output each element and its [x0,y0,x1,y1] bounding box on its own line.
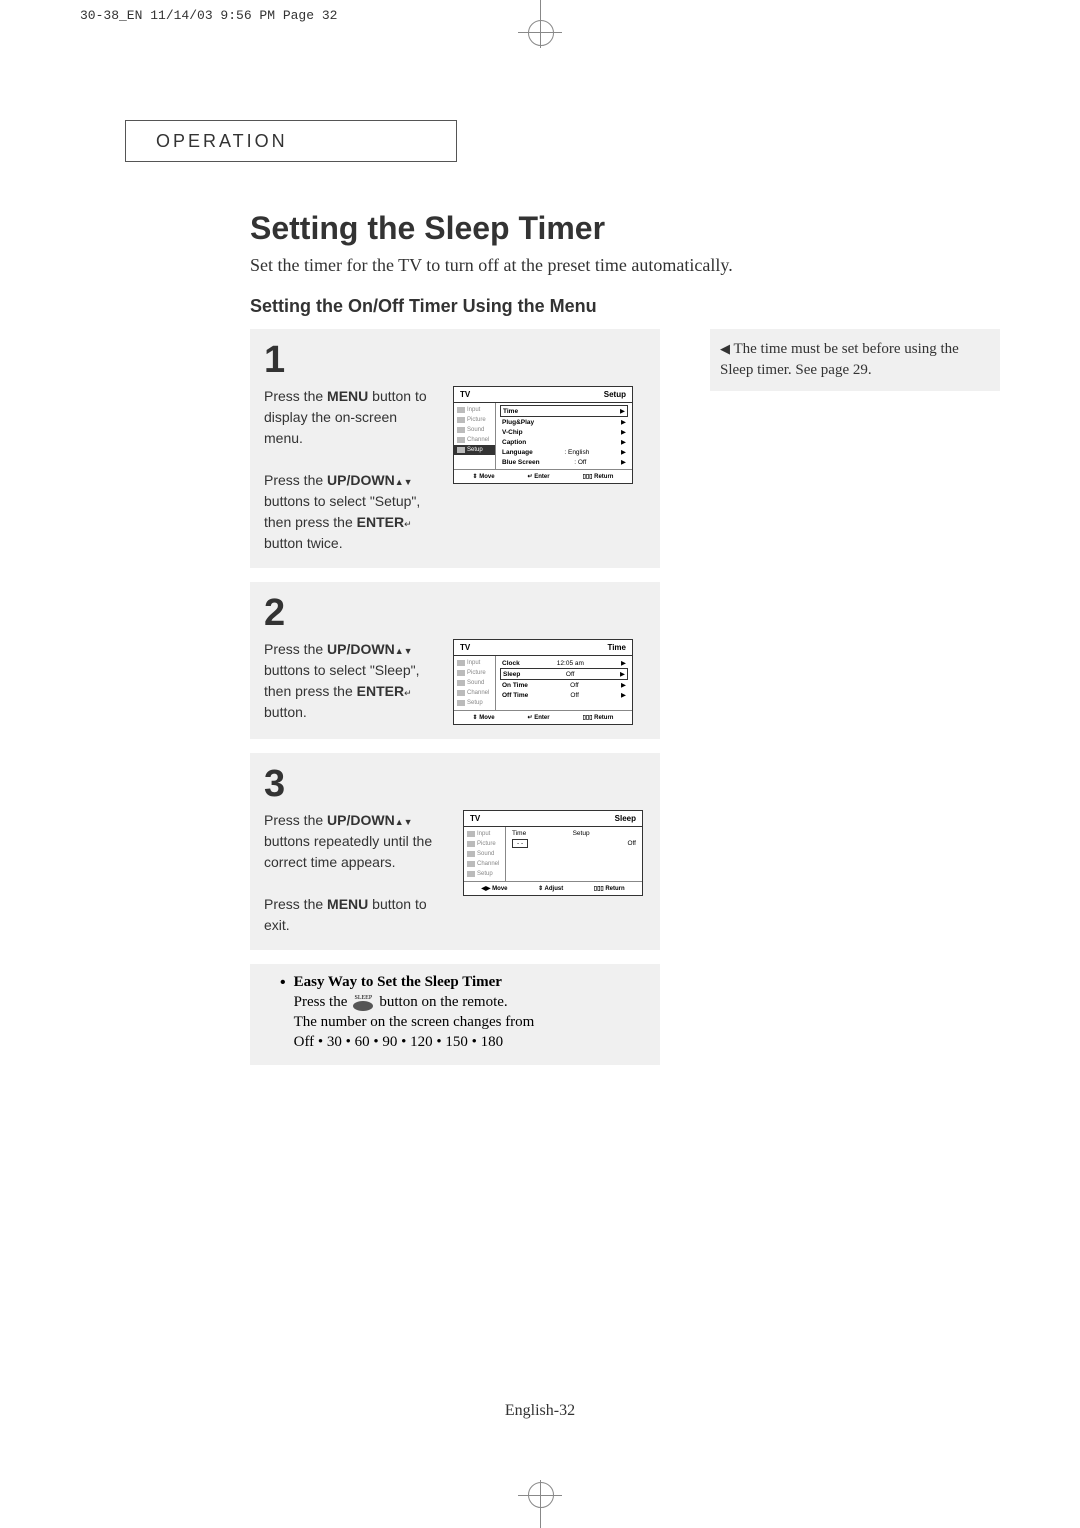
tv-side-item: Setup [454,445,495,455]
easy-way-box: • Easy Way to Set the Sleep Timer Press … [250,964,660,1065]
tv-side-item: Setup [454,698,495,708]
tv-footer-item: ⇕ Move [473,473,495,480]
tv-main-row: SleepOff▶ [500,668,628,680]
step-2: 2 Press the UP/DOWN▲▼ buttons to select … [250,582,660,739]
easy-line1a: Press the [294,994,348,1011]
step-3-num: 3 [264,763,646,806]
crop-mark-bottom [540,1480,541,1528]
tv-menu-1: TVSetup InputPictureSoundChannelSetup Ti… [453,386,633,484]
easy-line3: Off • 30 • 60 • 90 • 120 • 150 • 180 [294,1034,535,1051]
step-1-num: 1 [264,339,646,382]
section-tab: OPERATION [125,120,457,162]
page-content: OPERATION Setting the Sleep Timer Set th… [60,70,1020,1458]
tv-menu-3: TVSleep InputPictureSoundChannelSetup Ti… [463,810,643,896]
main-intro: Set the timer for the TV to turn off at … [250,255,980,276]
step-1-text: Press the MENU button to display the on-… [264,386,439,554]
tv-side-item: Channel [464,859,505,869]
tv-side-item: Sound [454,678,495,688]
tv-footer-item: ▯▯▯ Return [583,714,614,721]
tv-footer-item: ⇕ Adjust [538,885,563,892]
tv-footer-item: ◀▶ Move [481,885,507,892]
tv-footer-item: ▯▯▯ Return [583,473,614,480]
tv-main-row: On TimeOff▶ [500,680,628,690]
tv-main-row: Clock12:05 am▶ [500,658,628,668]
page-number: English-32 [505,1402,575,1420]
tv-main-row: Language: English▶ [500,447,628,457]
main-title: Setting the Sleep Timer [250,210,980,247]
step-1: 1 Press the MENU button to display the o… [250,329,660,568]
tv-main-row: - -Off [510,838,638,849]
tv-main-row: Plug&Play▶ [500,417,628,427]
step-3-text: Press the UP/DOWN▲▼ buttons repeatedly u… [264,810,449,936]
easy-bullet: • Easy Way to Set the Sleep Timer Press … [280,974,646,1051]
step-2-text: Press the UP/DOWN▲▼ buttons to select "S… [264,639,439,723]
tv-side-item: Picture [464,839,505,849]
tv-side-item: Picture [454,415,495,425]
tv-footer-item: ↵ Enter [528,714,550,721]
easy-line2: The number on the screen changes from [294,1014,535,1031]
tv-side-item: Input [454,658,495,668]
tv-footer-item: ⇕ Move [473,714,495,721]
tv-main-row: Time▶ [500,405,628,417]
easy-line1b: button on the remote. [379,994,507,1011]
step-3: 3 Press the UP/DOWN▲▼ buttons repeatedly… [250,753,660,950]
tv-side-item: Setup [464,869,505,879]
tv-side-item: Sound [454,425,495,435]
step-2-num: 2 [264,592,646,635]
tv-side-item: Channel [454,688,495,698]
tv-main-row: Off TimeOff▶ [500,690,628,700]
tv-side-item: Input [454,405,495,415]
easy-title: Easy Way to Set the Sleep Timer [294,974,535,991]
note-box: ◀ The time must be set before using the … [710,329,1000,391]
tv-side-item: Channel [454,435,495,445]
tv-main-row: Caption▶ [500,437,628,447]
section-label: OPERATION [156,131,288,152]
steps-wrapper: ◀ The time must be set before using the … [250,329,980,1065]
sleep-button-icon: SLEEP [353,995,373,1011]
main-content: Setting the Sleep Timer Set the timer fo… [250,210,980,1065]
crop-mark-top [540,0,541,48]
sub-title: Setting the On/Off Timer Using the Menu [250,296,980,317]
print-header: 30-38_EN 11/14/03 9:56 PM Page 32 [80,8,337,23]
tv-side-item: Sound [464,849,505,859]
tv-footer-item: ↵ Enter [528,473,550,480]
tv-side-item: Picture [454,668,495,678]
note-text: The time must be set before using the Sl… [720,341,959,378]
tv-menu-2: TVTime InputPictureSoundChannelSetup Clo… [453,639,633,725]
tv-footer-item: ▯▯▯ Return [594,885,625,892]
tv-side-item: Input [464,829,505,839]
tv-main-row: TimeSetup [510,829,638,838]
tv-main-row: Blue Screen: Off▶ [500,457,628,467]
tv-main-row: V-Chip▶ [500,427,628,437]
note-arrow-icon: ◀ [720,341,730,356]
